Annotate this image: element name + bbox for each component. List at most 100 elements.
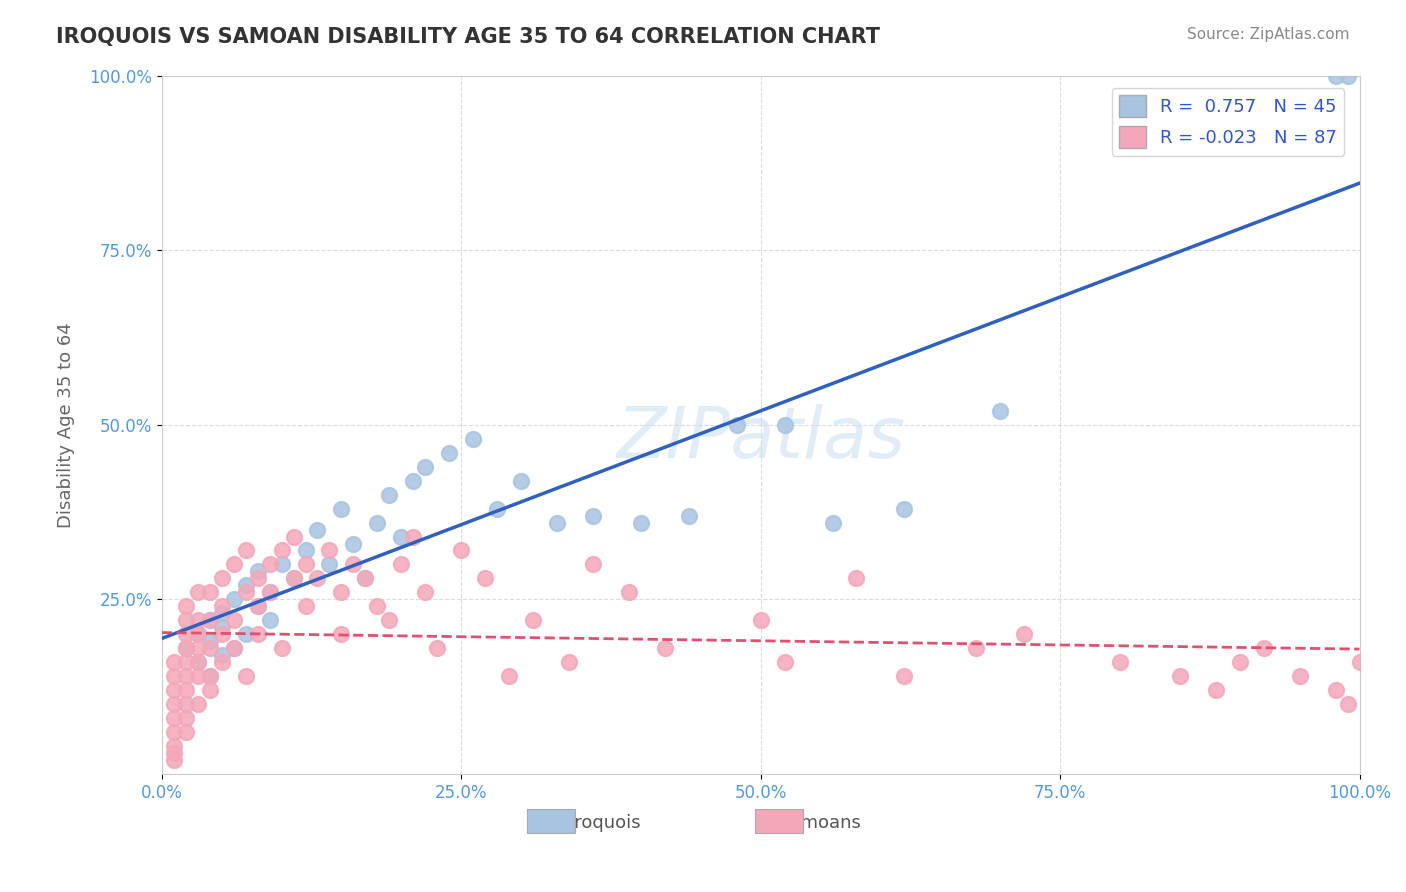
Point <box>174 641 197 656</box>
Point <box>198 683 221 698</box>
Point <box>378 613 401 627</box>
Point <box>246 599 269 614</box>
Point <box>211 571 233 585</box>
Point <box>558 655 581 669</box>
Point <box>294 543 316 558</box>
Point <box>270 558 292 572</box>
Point <box>893 669 915 683</box>
Text: IROQUOIS VS SAMOAN DISABILITY AGE 35 TO 64 CORRELATION CHART: IROQUOIS VS SAMOAN DISABILITY AGE 35 TO … <box>56 27 880 46</box>
Point <box>259 585 281 599</box>
Point <box>1336 69 1358 83</box>
Point <box>187 655 209 669</box>
Point <box>1205 683 1227 698</box>
Point <box>235 578 257 592</box>
Point <box>821 516 844 530</box>
Y-axis label: Disability Age 35 to 64: Disability Age 35 to 64 <box>58 322 75 528</box>
Point <box>283 571 305 585</box>
Point <box>235 585 257 599</box>
Text: Samoans: Samoans <box>779 814 862 832</box>
Point <box>222 641 245 656</box>
Point <box>678 508 700 523</box>
Point <box>1109 655 1132 669</box>
Point <box>187 585 209 599</box>
Point <box>174 613 197 627</box>
Point <box>1348 655 1371 669</box>
Point <box>222 641 245 656</box>
Point <box>235 669 257 683</box>
Text: Iroquois: Iroquois <box>569 814 641 832</box>
Point <box>259 613 281 627</box>
Point <box>773 655 796 669</box>
Point <box>330 627 353 641</box>
Point <box>246 571 269 585</box>
Point <box>354 571 377 585</box>
Point <box>211 599 233 614</box>
Point <box>318 558 340 572</box>
Point <box>378 488 401 502</box>
Text: Source: ZipAtlas.com: Source: ZipAtlas.com <box>1187 27 1350 42</box>
Point <box>222 558 245 572</box>
Point <box>163 697 186 711</box>
Point <box>366 516 388 530</box>
Point <box>294 599 316 614</box>
Point <box>330 501 353 516</box>
Point <box>198 613 221 627</box>
Point <box>187 627 209 641</box>
Point <box>389 558 412 572</box>
Point <box>174 697 197 711</box>
Legend: R =  0.757   N = 45, R = -0.023   N = 87: R = 0.757 N = 45, R = -0.023 N = 87 <box>1112 88 1344 155</box>
Point <box>187 613 209 627</box>
Point <box>187 669 209 683</box>
Point <box>163 655 186 669</box>
Point <box>294 558 316 572</box>
Point <box>211 655 233 669</box>
Point <box>174 641 197 656</box>
Point <box>654 641 676 656</box>
Point <box>163 725 186 739</box>
Point <box>198 634 221 648</box>
Text: ZIPatlas: ZIPatlas <box>616 404 905 474</box>
Point <box>498 669 520 683</box>
Point <box>617 585 640 599</box>
Point <box>163 683 186 698</box>
Point <box>725 417 748 432</box>
Point <box>187 641 209 656</box>
Point <box>222 592 245 607</box>
Point <box>174 627 197 641</box>
Point <box>307 571 329 585</box>
Point <box>163 669 186 683</box>
Point <box>439 446 461 460</box>
Point <box>283 571 305 585</box>
Point <box>845 571 868 585</box>
Point <box>198 585 221 599</box>
Point <box>187 627 209 641</box>
Point <box>474 571 496 585</box>
Point <box>965 641 987 656</box>
Point <box>187 655 209 669</box>
Point <box>259 558 281 572</box>
Point <box>163 739 186 753</box>
Point <box>246 565 269 579</box>
Point <box>318 543 340 558</box>
Point <box>413 585 436 599</box>
Point <box>163 711 186 725</box>
Point <box>630 516 652 530</box>
Point <box>174 683 197 698</box>
Point <box>426 641 449 656</box>
Point <box>1336 697 1358 711</box>
Point <box>522 613 544 627</box>
Point <box>174 725 197 739</box>
FancyBboxPatch shape <box>527 809 575 833</box>
Point <box>211 607 233 621</box>
Point <box>222 613 245 627</box>
Point <box>211 620 233 634</box>
Point <box>235 543 257 558</box>
FancyBboxPatch shape <box>755 809 803 833</box>
Point <box>235 627 257 641</box>
Point <box>283 529 305 543</box>
Point <box>342 536 364 550</box>
Point <box>211 648 233 663</box>
Point <box>198 669 221 683</box>
Point <box>198 669 221 683</box>
Point <box>389 529 412 543</box>
